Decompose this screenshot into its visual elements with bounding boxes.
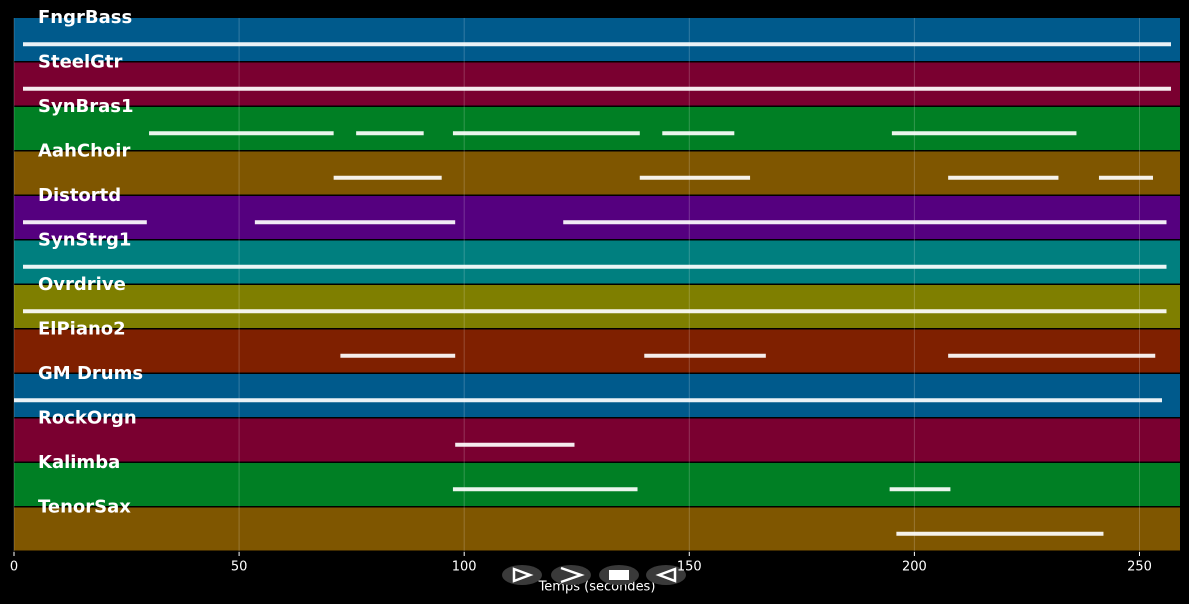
play-button[interactable] [502, 565, 542, 585]
track-label: Ovrdrive [38, 274, 126, 295]
note-segment [23, 42, 1171, 47]
track-label: Distortd [38, 185, 121, 206]
track-label: SynStrg1 [38, 230, 131, 251]
note-segment [14, 398, 1162, 403]
note-segment [644, 353, 766, 358]
note-segment [891, 131, 1077, 136]
grid [13, 18, 1140, 552]
note-segment [639, 175, 751, 180]
x-tick-label: 250 [1127, 560, 1152, 575]
note-segment [333, 175, 442, 180]
track-label: AahChoir [38, 141, 130, 162]
note-segment [149, 131, 334, 136]
track-row [14, 107, 1180, 150]
tracks [14, 18, 1180, 551]
note-segment [254, 220, 456, 225]
track-label: GM Drums [38, 363, 143, 384]
note-segment [948, 175, 1059, 180]
note-segment [662, 131, 735, 136]
note-segment [455, 442, 575, 447]
note-segment [1098, 175, 1153, 180]
note-segment [23, 309, 1167, 314]
note-segment [356, 131, 424, 136]
x-tick-label: 0 [10, 560, 18, 575]
track-row [14, 18, 1180, 61]
note-segment [452, 131, 640, 136]
x-tick-label: 200 [902, 560, 927, 575]
note-segment [896, 531, 1104, 536]
track-row [14, 151, 1180, 195]
note-segment [340, 353, 456, 358]
track-row [14, 463, 1180, 506]
x-axis-label: Temps (secondes) [538, 580, 656, 595]
x-tick-label: 150 [677, 560, 702, 575]
note-segment [23, 220, 147, 225]
forward-button[interactable] [551, 565, 591, 585]
track-label: SynBras1 [38, 96, 134, 117]
note-segment [23, 86, 1171, 91]
track-label: FngrBass [38, 7, 132, 28]
track-row [14, 329, 1180, 373]
track-row [14, 285, 1180, 328]
note-segment [948, 353, 1156, 358]
note-segment [889, 487, 951, 492]
note-segment [452, 487, 638, 492]
track-row [14, 418, 1180, 462]
track-label: TenorSax [38, 497, 131, 518]
notes [14, 42, 1171, 536]
track-row [14, 374, 1180, 417]
x-tick-label: 100 [452, 560, 477, 575]
track-row [14, 62, 1180, 106]
note-segment [23, 264, 1167, 269]
track-label: RockOrgn [38, 408, 137, 429]
track-labels: FngrBass SteelGtr SynBras1 AahChoir Distortd… [38, 7, 143, 518]
track-row [14, 507, 1180, 551]
back-button[interactable] [646, 565, 686, 585]
track-label: ElPiano2 [38, 319, 126, 340]
track-row [14, 196, 1180, 239]
track-label: Kalimba [38, 452, 120, 473]
track-row [14, 240, 1180, 284]
stop-button[interactable] [599, 565, 639, 585]
x-tick-label: 50 [231, 560, 248, 575]
note-segment [563, 220, 1167, 225]
track-label: SteelGtr [38, 52, 123, 73]
